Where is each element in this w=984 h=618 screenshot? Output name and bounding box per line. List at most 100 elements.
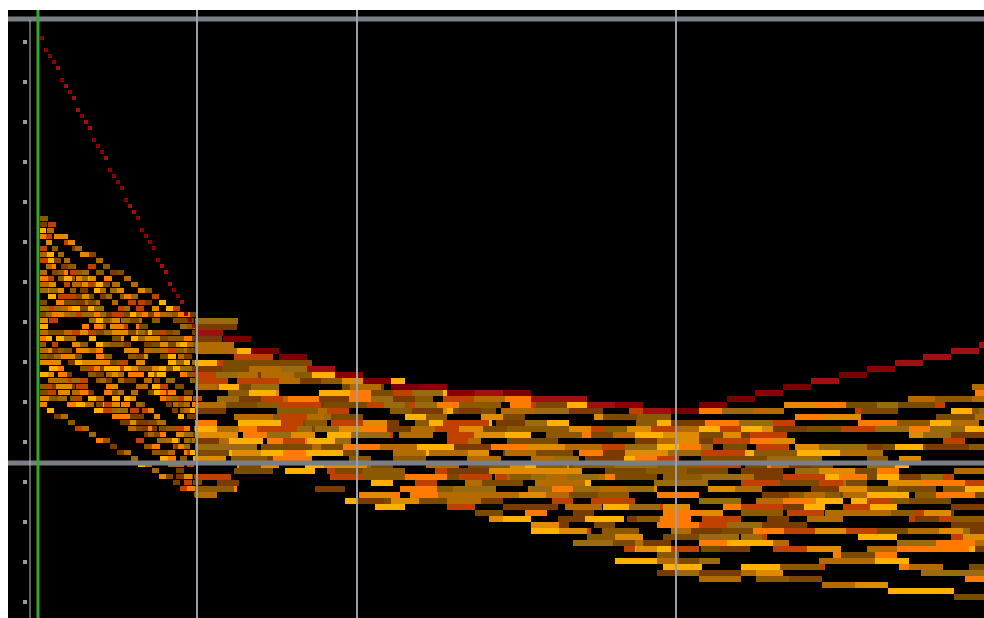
note-segment <box>96 438 103 443</box>
note-segment <box>963 534 984 540</box>
note-segment <box>897 486 936 492</box>
note-segment <box>60 78 64 82</box>
note-segment <box>131 336 138 341</box>
ruler-tick <box>23 280 27 284</box>
note-segment <box>48 294 56 299</box>
note-segment <box>148 372 154 377</box>
note-segment <box>58 348 64 353</box>
note-segment <box>112 282 120 287</box>
note-segment <box>219 384 243 390</box>
note-segment <box>76 402 85 407</box>
note-segment <box>629 504 660 510</box>
note-segment <box>723 540 745 546</box>
note-segment <box>505 450 536 456</box>
note-segment <box>811 468 833 474</box>
note-segment <box>138 336 145 341</box>
note-segment <box>195 420 217 426</box>
note-segment <box>843 444 867 450</box>
note-segment <box>103 282 110 287</box>
note-segment <box>72 330 80 335</box>
note-segment <box>130 420 136 425</box>
note-segment <box>168 390 176 395</box>
note-segment <box>765 420 795 426</box>
note-segment <box>951 348 979 354</box>
note-segment <box>64 258 70 263</box>
note-segment <box>52 246 58 251</box>
note-segment <box>943 438 965 444</box>
note-segment <box>195 474 231 480</box>
note-segment <box>178 312 184 317</box>
note-segment <box>475 510 503 516</box>
note-segment <box>112 372 118 377</box>
note-segment <box>89 432 96 437</box>
note-segment <box>96 318 103 323</box>
note-segment <box>657 420 678 426</box>
note-segment <box>510 474 531 480</box>
note-segment <box>144 342 152 347</box>
note-segment <box>663 474 702 480</box>
note-segment <box>195 432 238 438</box>
note-segment <box>61 414 68 419</box>
note-segment <box>138 288 145 293</box>
note-segment <box>237 360 279 366</box>
note-segment <box>168 456 176 461</box>
note-segment <box>52 348 58 353</box>
note-segment <box>195 486 234 492</box>
note-segment <box>926 546 969 552</box>
note-segment <box>184 312 188 316</box>
note-segment <box>546 492 585 498</box>
note-segment <box>924 510 951 516</box>
note-segment <box>936 492 975 498</box>
note-segment <box>624 432 663 438</box>
note-segment <box>166 402 172 407</box>
note-segment <box>822 582 855 588</box>
note-segment <box>503 414 525 420</box>
note-segment <box>40 390 48 395</box>
note-segment <box>184 438 190 443</box>
note-segment <box>121 402 130 407</box>
note-segment <box>855 558 877 564</box>
note-segment <box>48 378 56 383</box>
note-segment <box>613 540 635 546</box>
note-segment <box>47 408 54 413</box>
note-segment <box>159 330 166 335</box>
note-segment <box>176 432 184 437</box>
note-segment <box>89 318 96 323</box>
note-segment <box>503 516 531 522</box>
note-segment <box>152 342 160 347</box>
note-segment <box>701 450 723 456</box>
note-segment <box>80 114 84 118</box>
note-segment <box>96 402 103 407</box>
note-segment <box>164 270 168 274</box>
note-segment <box>930 426 951 432</box>
note-segment <box>110 408 117 413</box>
note-segment <box>965 486 984 492</box>
note-segment <box>120 186 124 190</box>
note-segment <box>40 330 48 335</box>
note-segment <box>178 444 184 449</box>
note-segment <box>118 312 124 317</box>
note-segment <box>897 540 936 546</box>
note-segment <box>899 456 921 462</box>
note-segment <box>699 402 727 408</box>
note-segment <box>148 408 154 413</box>
note-segment <box>82 252 89 257</box>
note-segment <box>349 396 371 402</box>
note-segment <box>58 372 67 377</box>
note-segment <box>64 336 72 341</box>
note-segment <box>393 450 426 456</box>
note-segment <box>226 402 257 408</box>
note-segment <box>691 408 722 414</box>
note-segment <box>391 384 419 390</box>
note-segment <box>120 360 128 365</box>
note-segment <box>711 456 754 462</box>
note-segment <box>118 390 124 395</box>
note-segment <box>46 264 52 269</box>
note-segment <box>807 546 841 552</box>
note-segment <box>72 282 80 287</box>
note-segment <box>977 432 984 438</box>
note-segment <box>56 366 64 371</box>
note-segment <box>68 90 72 94</box>
note-segment <box>52 312 58 317</box>
note-segment <box>47 276 54 281</box>
